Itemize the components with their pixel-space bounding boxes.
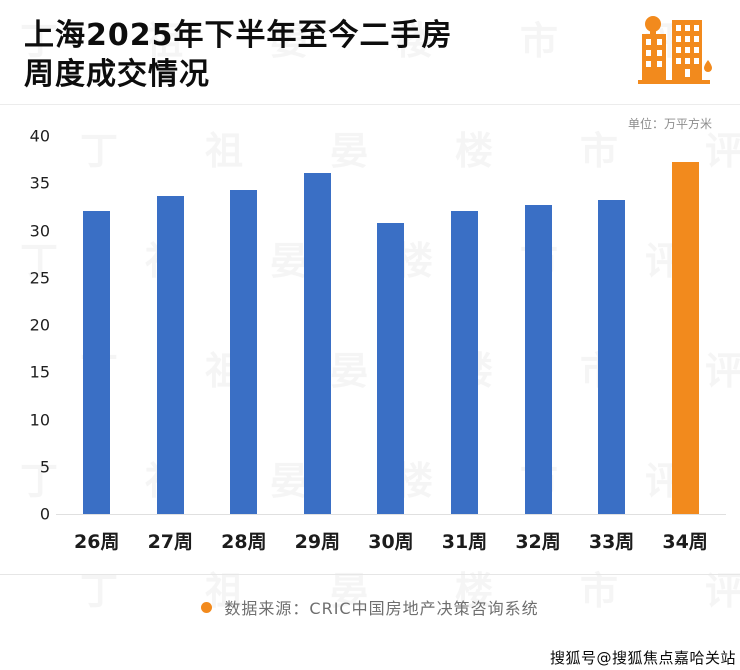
x-label-34周: 34周 (662, 531, 708, 553)
bar-29周 (303, 172, 331, 514)
sohu-watermark: 搜狐号@搜狐焦点嘉哈关站 (549, 649, 736, 667)
bar-27周 (156, 196, 184, 514)
page-title-line1: 上海2025年下半年至今二手房 (24, 18, 453, 53)
bar-31周 (451, 210, 478, 514)
y-tick-25: 25 (29, 268, 50, 288)
y-tick-20: 20 (29, 315, 50, 335)
data-source-text: 数据来源：CRIC中国房地产决策咨询系统 (224, 599, 539, 618)
x-label-26周: 26周 (74, 531, 120, 553)
y-tick-35: 35 (29, 173, 50, 193)
page-title: 上海2025年下半年至今二手房 周度成交情况 (24, 16, 716, 94)
bar-28周 (230, 189, 258, 514)
y-tick-5: 5 (39, 457, 50, 477)
y-tick-15: 15 (29, 362, 50, 382)
y-tick-10: 10 (29, 410, 50, 429)
bars-row (56, 136, 726, 514)
unit-label: 单位：万平方米 (627, 117, 712, 131)
bar-34周 (671, 161, 699, 514)
y-tick-30: 30 (29, 221, 50, 240)
x-label-29周: 29周 (294, 531, 341, 553)
y-axis: 0 5 10 15 20 25 30 35 40 (16, 127, 56, 524)
bar-32周 (524, 205, 552, 514)
chart-body: 26周 27周 28周 29周 30周 31周 32周 33周 34周 (56, 136, 726, 554)
page-title-line2: 周度成交情况 (24, 57, 210, 92)
x-label-33周: 33周 (588, 531, 635, 553)
x-label-31周: 31周 (441, 531, 488, 553)
bar-30周 (377, 222, 405, 514)
x-label-28周: 28周 (221, 531, 267, 553)
header: 上海2025年下半年至今二手房 周度成交情况 (0, 0, 740, 105)
plot-area (56, 136, 726, 515)
bar-26周 (83, 210, 111, 514)
bar-chart: 0 5 10 15 20 25 30 35 40 26周 27周 28周 29周 30周 31周 32周 33… (0, 127, 740, 554)
x-axis-labels: 26周 27周 28周 29周 30周 31周 32周 33周 34周 (56, 515, 726, 554)
bar-33周 (598, 200, 626, 514)
building-icon (638, 16, 712, 84)
y-tick-0: 0 (39, 504, 50, 524)
source-bullet-icon (201, 601, 213, 613)
x-label-30周: 30周 (368, 531, 414, 553)
x-label-27周: 27周 (147, 531, 194, 553)
x-label-32周: 32周 (515, 531, 561, 553)
footer: 数据来源：CRIC中国房地产决策咨询系统 (0, 574, 740, 627)
y-tick-40: 40 (29, 126, 50, 146)
